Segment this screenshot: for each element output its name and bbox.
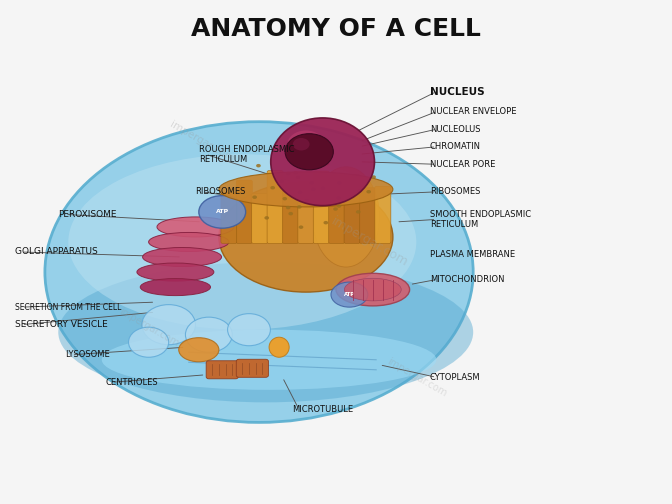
- Ellipse shape: [325, 162, 329, 166]
- Text: ANATOMY OF A CELL: ANATOMY OF A CELL: [191, 17, 481, 41]
- Ellipse shape: [298, 225, 303, 229]
- Ellipse shape: [344, 278, 401, 301]
- Ellipse shape: [297, 205, 302, 209]
- Ellipse shape: [270, 186, 275, 190]
- Ellipse shape: [282, 197, 287, 201]
- Ellipse shape: [293, 171, 298, 174]
- Ellipse shape: [157, 217, 234, 237]
- Ellipse shape: [298, 191, 302, 194]
- Text: ATP: ATP: [216, 209, 228, 214]
- Text: SECRETORY VESICLE: SECRETORY VESICLE: [15, 320, 108, 329]
- Ellipse shape: [286, 172, 290, 175]
- FancyBboxPatch shape: [206, 361, 239, 379]
- Text: NUCLEAR ENVELOPE: NUCLEAR ENVELOPE: [429, 107, 516, 116]
- FancyBboxPatch shape: [313, 186, 329, 243]
- Ellipse shape: [333, 207, 338, 211]
- FancyBboxPatch shape: [267, 197, 283, 243]
- Text: RIBOSOMES: RIBOSOMES: [429, 187, 480, 197]
- Text: MICROTUBULE: MICROTUBULE: [292, 405, 353, 414]
- Ellipse shape: [310, 181, 314, 184]
- Ellipse shape: [101, 330, 436, 390]
- FancyBboxPatch shape: [375, 191, 391, 243]
- FancyBboxPatch shape: [282, 175, 298, 243]
- Text: CHROMATIN: CHROMATIN: [429, 142, 480, 151]
- Ellipse shape: [336, 273, 410, 306]
- Ellipse shape: [331, 282, 368, 307]
- Ellipse shape: [219, 182, 393, 292]
- Text: PLASMA MEMBRANE: PLASMA MEMBRANE: [429, 250, 515, 259]
- FancyBboxPatch shape: [329, 174, 345, 243]
- Ellipse shape: [199, 196, 246, 228]
- Text: CYTOPLASM: CYTOPLASM: [429, 373, 480, 382]
- Ellipse shape: [337, 181, 341, 184]
- Text: impergar.com: impergar.com: [117, 306, 180, 348]
- Ellipse shape: [336, 196, 341, 200]
- FancyBboxPatch shape: [237, 359, 268, 377]
- Ellipse shape: [356, 210, 361, 214]
- Ellipse shape: [285, 134, 333, 170]
- Ellipse shape: [149, 232, 229, 251]
- Text: RIBOSOMES: RIBOSOMES: [196, 187, 246, 197]
- Ellipse shape: [304, 199, 309, 202]
- Ellipse shape: [297, 159, 302, 162]
- Ellipse shape: [140, 279, 210, 296]
- FancyBboxPatch shape: [252, 199, 267, 243]
- Text: NUCLEUS: NUCLEUS: [429, 87, 485, 97]
- Text: SMOOTH ENDOPLASMIC
RETICULUM: SMOOTH ENDOPLASMIC RETICULUM: [429, 210, 531, 229]
- Ellipse shape: [288, 131, 325, 158]
- Text: LYSOSOME: LYSOSOME: [65, 350, 110, 359]
- Ellipse shape: [228, 313, 270, 346]
- Ellipse shape: [142, 247, 222, 267]
- Text: impergar.com: impergar.com: [329, 215, 410, 269]
- Text: impergar.com: impergar.com: [168, 119, 236, 164]
- Text: ATP: ATP: [344, 292, 355, 297]
- Ellipse shape: [311, 187, 316, 191]
- Text: ROUGH ENDOPLASMIC
RETICULUM: ROUGH ENDOPLASMIC RETICULUM: [199, 145, 294, 164]
- Ellipse shape: [271, 118, 374, 206]
- Ellipse shape: [304, 151, 309, 155]
- Ellipse shape: [58, 262, 473, 402]
- Ellipse shape: [323, 221, 328, 224]
- Text: CENTRIOLES: CENTRIOLES: [105, 378, 158, 387]
- Ellipse shape: [45, 121, 473, 422]
- Text: MITOCHONDRION: MITOCHONDRION: [429, 275, 504, 284]
- Ellipse shape: [185, 317, 233, 352]
- Text: SECRETION FROM THE CELL: SECRETION FROM THE CELL: [15, 302, 121, 311]
- Ellipse shape: [69, 154, 417, 330]
- Ellipse shape: [288, 212, 293, 215]
- Text: NUCLEAR PORE: NUCLEAR PORE: [429, 160, 495, 169]
- Ellipse shape: [366, 190, 371, 194]
- Ellipse shape: [252, 196, 257, 199]
- FancyBboxPatch shape: [298, 199, 314, 243]
- Ellipse shape: [357, 190, 362, 193]
- Ellipse shape: [128, 327, 169, 357]
- Ellipse shape: [256, 164, 261, 167]
- Text: impergar.com: impergar.com: [384, 356, 448, 399]
- Ellipse shape: [337, 204, 341, 208]
- Ellipse shape: [280, 179, 284, 183]
- Ellipse shape: [321, 186, 325, 190]
- FancyBboxPatch shape: [221, 181, 237, 243]
- Text: GOLGI APPARATUS: GOLGI APPARATUS: [15, 247, 97, 257]
- Text: PEROXISOME: PEROXISOME: [58, 210, 117, 219]
- Ellipse shape: [293, 138, 310, 151]
- Ellipse shape: [137, 263, 214, 281]
- FancyBboxPatch shape: [237, 171, 253, 243]
- Ellipse shape: [312, 167, 380, 267]
- Text: NUCLEOLUS: NUCLEOLUS: [429, 124, 480, 134]
- Ellipse shape: [371, 175, 376, 179]
- Ellipse shape: [219, 172, 393, 207]
- FancyBboxPatch shape: [344, 194, 360, 243]
- Ellipse shape: [269, 337, 289, 357]
- Ellipse shape: [264, 216, 269, 220]
- Ellipse shape: [142, 304, 196, 345]
- FancyBboxPatch shape: [360, 186, 376, 243]
- Ellipse shape: [179, 338, 219, 362]
- Ellipse shape: [296, 175, 300, 179]
- Ellipse shape: [286, 206, 290, 209]
